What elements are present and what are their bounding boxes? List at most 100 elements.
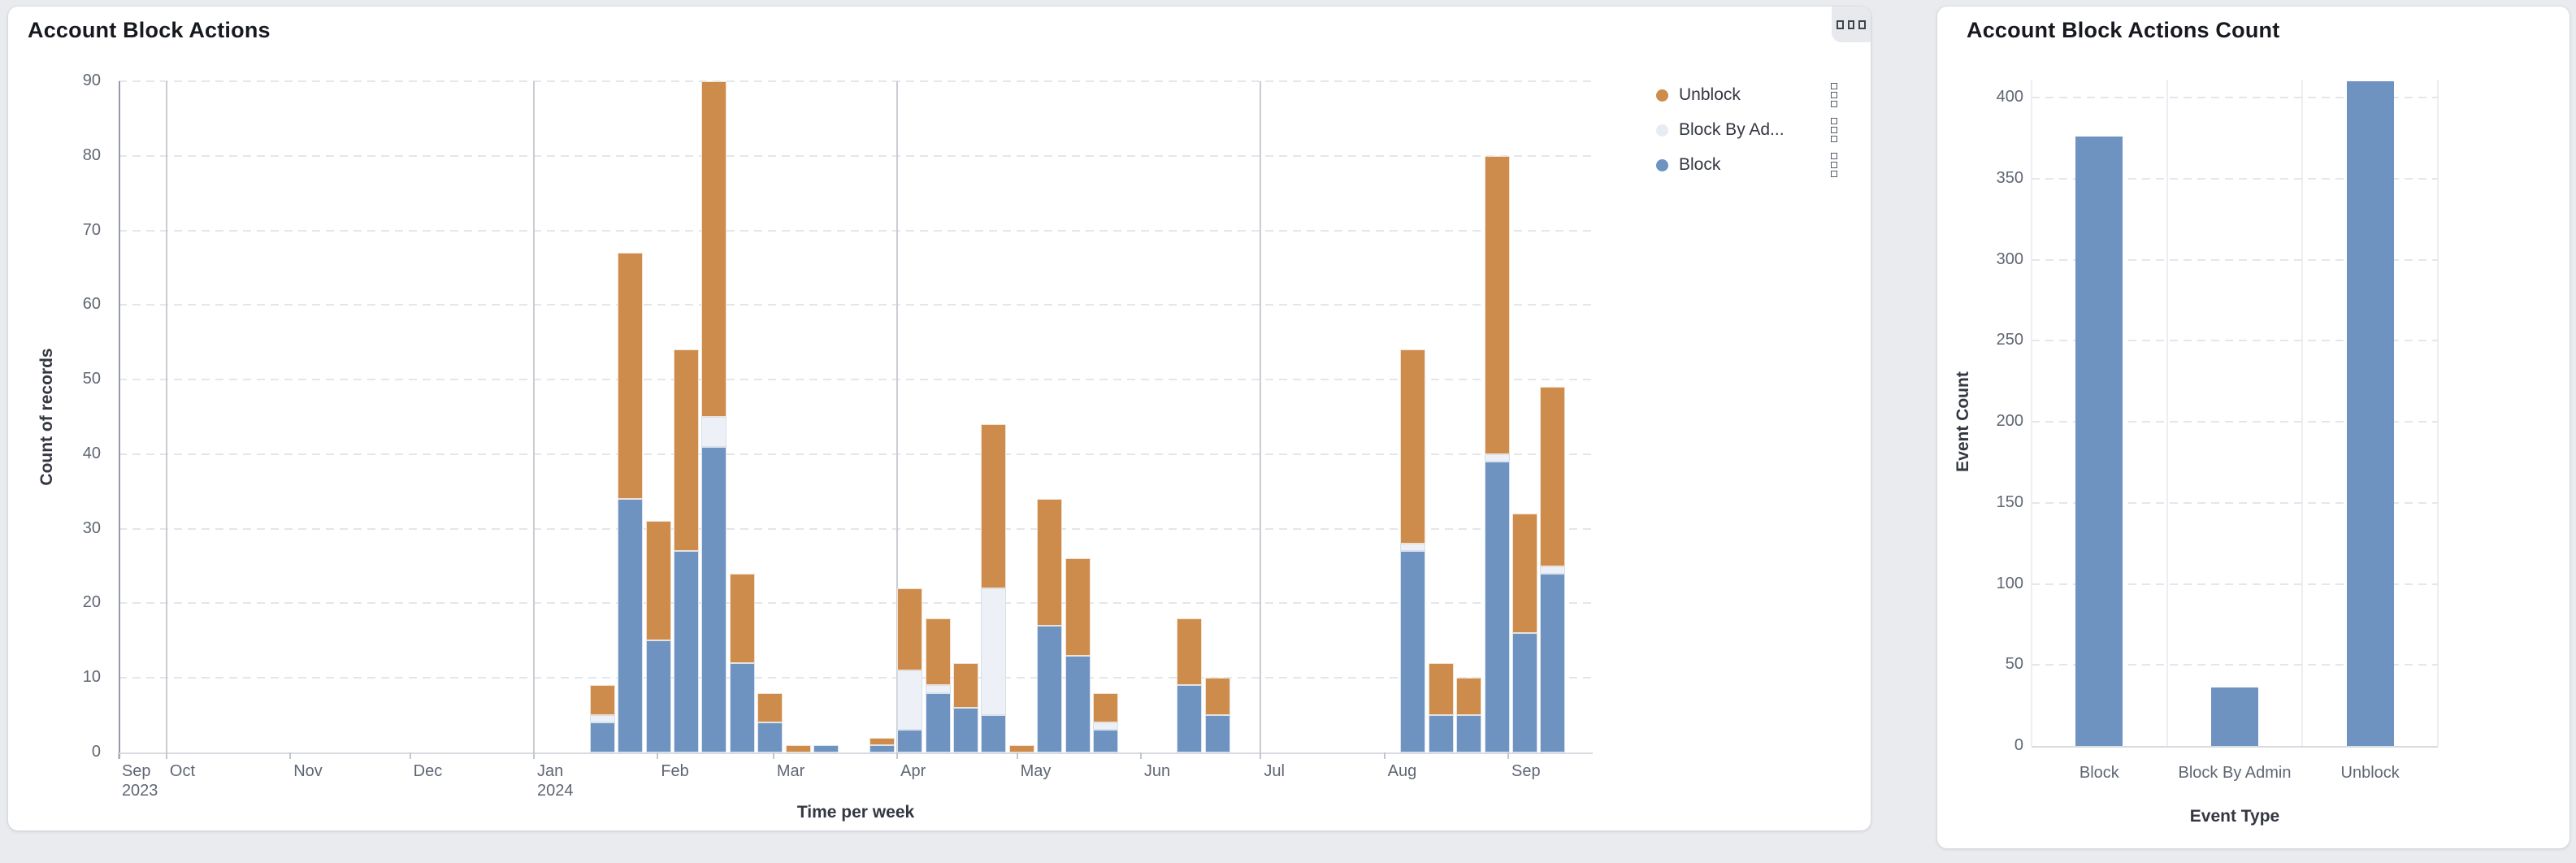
bar-segment-block[interactable] — [673, 551, 699, 752]
bar-segment-unblock[interactable] — [1177, 618, 1203, 686]
x-tick-mark — [1139, 752, 1142, 759]
bar-segment-block[interactable] — [813, 744, 839, 752]
bar-segment-block-by-admin[interactable] — [925, 685, 951, 693]
bar-segment-unblock[interactable] — [925, 618, 951, 686]
bar-segment-block-by-admin[interactable] — [589, 715, 615, 723]
bar-segment-block[interactable] — [1484, 462, 1510, 752]
x-tick-mark — [409, 752, 411, 759]
bar-segment-unblock[interactable] — [673, 349, 699, 552]
bar-segment-block[interactable] — [645, 640, 671, 752]
bar-segment-block[interactable] — [897, 730, 923, 752]
bar-segment-block-by-admin[interactable] — [1092, 722, 1118, 731]
y-axis-line — [119, 81, 120, 759]
bar-segment-unblock[interactable] — [1204, 678, 1230, 716]
x-tick-label: May — [1020, 762, 1052, 780]
quarter-gridline — [533, 81, 535, 752]
bar-segment-unblock[interactable] — [785, 744, 811, 752]
bar-segment-block-by-admin[interactable] — [981, 588, 1007, 716]
bar-segment-unblock[interactable] — [757, 692, 783, 723]
bar-segment-block[interactable] — [1037, 625, 1063, 752]
bar-block-by-admin[interactable] — [2211, 687, 2258, 746]
bar-segment-block[interactable] — [1400, 551, 1426, 752]
legend-item-block-by-admin[interactable]: Block By Ad... — [1656, 119, 1785, 141]
bar-segment-unblock[interactable] — [981, 424, 1007, 589]
bar-segment-block-by-admin[interactable] — [1484, 453, 1510, 462]
legend-color-dot — [1656, 89, 1668, 102]
bar-segment-block[interactable] — [952, 707, 978, 752]
bar-segment-block[interactable] — [757, 722, 783, 752]
bar-segment-block[interactable] — [589, 722, 615, 752]
bar-segment-block[interactable] — [701, 446, 727, 752]
y-tick-label: 60 — [82, 295, 101, 314]
bar-segment-unblock[interactable] — [618, 253, 644, 499]
drag-square — [1831, 153, 1837, 159]
bar-segment-unblock[interactable] — [1484, 155, 1510, 454]
legend-drag-handle-icon[interactable] — [1831, 153, 1837, 177]
gridline — [119, 453, 1593, 455]
bar-segment-block[interactable] — [1456, 715, 1482, 752]
bar-segment-unblock[interactable] — [1428, 662, 1454, 716]
gridline — [119, 677, 1593, 679]
x-tick-label: Unblock — [2340, 764, 2400, 782]
y-tick-label: 50 — [2005, 655, 2023, 674]
bar-segment-unblock[interactable] — [1400, 349, 1426, 544]
bar-segment-unblock[interactable] — [1511, 514, 1537, 634]
y-tick-label: 200 — [1996, 412, 2023, 430]
panel-options-button[interactable] — [1832, 7, 1871, 42]
bar-segment-block[interactable] — [1511, 633, 1537, 752]
bar-segment-block-by-admin[interactable] — [701, 417, 727, 447]
x-tick-label: Sep — [121, 762, 151, 780]
bar-segment-block[interactable] — [1428, 715, 1454, 752]
x-axis-line — [2032, 746, 2438, 748]
drag-square — [1831, 127, 1837, 133]
y-tick-label: 20 — [82, 593, 101, 612]
drag-square — [1831, 171, 1837, 177]
bar-segment-unblock[interactable] — [1456, 678, 1482, 716]
category-gridline — [2437, 80, 2439, 746]
bar-block[interactable] — [2075, 136, 2123, 746]
bar-segment-block[interactable] — [869, 744, 895, 752]
bar-segment-unblock[interactable] — [952, 662, 978, 708]
bar-segment-block-by-admin[interactable] — [1540, 566, 1566, 574]
legend-drag-handle-icon[interactable] — [1831, 83, 1837, 107]
bar-segment-block[interactable] — [618, 498, 644, 752]
gridline — [119, 80, 1593, 82]
bar-segment-unblock[interactable] — [869, 737, 895, 745]
bar-segment-block[interactable] — [981, 715, 1007, 752]
bar-segment-block[interactable] — [1204, 715, 1230, 752]
x-tick-mark — [657, 752, 659, 759]
bar-segment-unblock[interactable] — [729, 573, 755, 663]
bar-segment-block-by-admin[interactable] — [1400, 544, 1426, 552]
gridline — [119, 154, 1593, 157]
bar-unblock[interactable] — [2346, 81, 2394, 746]
bar-segment-unblock[interactable] — [1008, 744, 1034, 752]
bar-segment-block[interactable] — [925, 692, 951, 752]
y-tick-label: 350 — [1996, 168, 2023, 187]
bar-segment-block-by-admin[interactable] — [897, 670, 923, 731]
legend-item-block[interactable]: Block — [1656, 154, 1720, 176]
bar-segment-unblock[interactable] — [589, 685, 615, 716]
bar-segment-unblock[interactable] — [645, 521, 671, 641]
bar-segment-unblock[interactable] — [897, 588, 923, 671]
bar-segment-block[interactable] — [1092, 730, 1118, 752]
bar-segment-block[interactable] — [729, 662, 755, 752]
drag-square — [1831, 162, 1837, 168]
x-tick-mark — [289, 752, 292, 759]
legend-drag-handle-icon[interactable] — [1831, 118, 1837, 142]
x-tick-label: Mar — [776, 762, 805, 780]
x-tick-year-label: 2024 — [537, 782, 574, 800]
bar-segment-unblock[interactable] — [1540, 387, 1566, 566]
legend-item-label: Block By Ad... — [1679, 120, 1785, 139]
bar-segment-block[interactable] — [1065, 655, 1091, 752]
bar-segment-unblock[interactable] — [1037, 498, 1063, 626]
x-tick-label: Dec — [413, 762, 443, 780]
bar-segment-unblock[interactable] — [1065, 558, 1091, 656]
gridline — [119, 602, 1593, 605]
bar-segment-block[interactable] — [1540, 573, 1566, 752]
y-tick-label: 300 — [1996, 249, 2023, 268]
panel-menu-icon — [1847, 20, 1855, 29]
bar-segment-block[interactable] — [1177, 685, 1203, 752]
bar-segment-unblock[interactable] — [701, 81, 727, 417]
legend-item-unblock[interactable]: Unblock — [1656, 85, 1741, 106]
bar-segment-unblock[interactable] — [1092, 692, 1118, 723]
